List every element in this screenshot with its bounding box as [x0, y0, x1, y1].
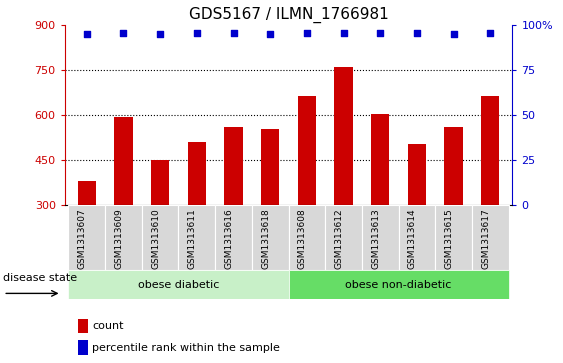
Bar	[78, 340, 88, 355]
Text: GSM1313607: GSM1313607	[78, 208, 87, 269]
Text: GSM1313614: GSM1313614	[408, 208, 417, 269]
Bar	[78, 319, 88, 333]
Point	[376, 30, 385, 36]
Text: GSM1313615: GSM1313615	[445, 208, 454, 269]
Bar	[78, 181, 96, 205]
Bar	[472, 205, 508, 270]
Bar	[408, 144, 426, 205]
Bar	[151, 160, 169, 205]
Text: percentile rank within the sample: percentile rank within the sample	[92, 343, 280, 352]
Point	[266, 32, 275, 37]
Bar	[289, 205, 325, 270]
Bar	[187, 142, 206, 205]
Point	[486, 30, 495, 36]
Point	[119, 30, 128, 36]
Text: GSM1313613: GSM1313613	[371, 208, 380, 269]
Bar	[444, 127, 463, 205]
Text: GSM1313616: GSM1313616	[225, 208, 234, 269]
Bar	[142, 205, 178, 270]
Point	[413, 30, 422, 36]
Text: obese non-diabetic: obese non-diabetic	[346, 280, 452, 290]
Text: GSM1313608: GSM1313608	[298, 208, 307, 269]
Point	[302, 30, 311, 36]
Text: disease state: disease state	[3, 273, 77, 283]
Bar	[334, 68, 353, 205]
Bar	[435, 205, 472, 270]
Point	[229, 30, 238, 36]
Point	[155, 32, 164, 37]
Point	[339, 30, 348, 36]
Text: GSM1313609: GSM1313609	[114, 208, 123, 269]
Point	[449, 32, 458, 37]
Bar	[114, 117, 133, 205]
Bar	[252, 205, 289, 270]
Bar	[178, 205, 215, 270]
Bar	[481, 96, 499, 205]
Bar	[325, 205, 362, 270]
Text: GSM1313618: GSM1313618	[261, 208, 270, 269]
Point	[193, 30, 202, 36]
Text: GSM1313611: GSM1313611	[188, 208, 197, 269]
Point	[82, 32, 91, 37]
Text: GSM1313617: GSM1313617	[481, 208, 490, 269]
Text: GSM1313612: GSM1313612	[334, 208, 343, 269]
Bar	[399, 205, 435, 270]
Title: GDS5167 / ILMN_1766981: GDS5167 / ILMN_1766981	[189, 7, 388, 23]
Bar	[69, 270, 289, 299]
Bar	[362, 205, 399, 270]
Bar	[215, 205, 252, 270]
Bar	[69, 205, 105, 270]
Bar	[289, 270, 508, 299]
Text: count: count	[92, 321, 124, 331]
Bar	[298, 96, 316, 205]
Bar	[371, 114, 390, 205]
Bar	[261, 129, 279, 205]
Bar	[224, 127, 243, 205]
Text: GSM1313610: GSM1313610	[151, 208, 160, 269]
Text: obese diabetic: obese diabetic	[138, 280, 219, 290]
Bar	[105, 205, 142, 270]
